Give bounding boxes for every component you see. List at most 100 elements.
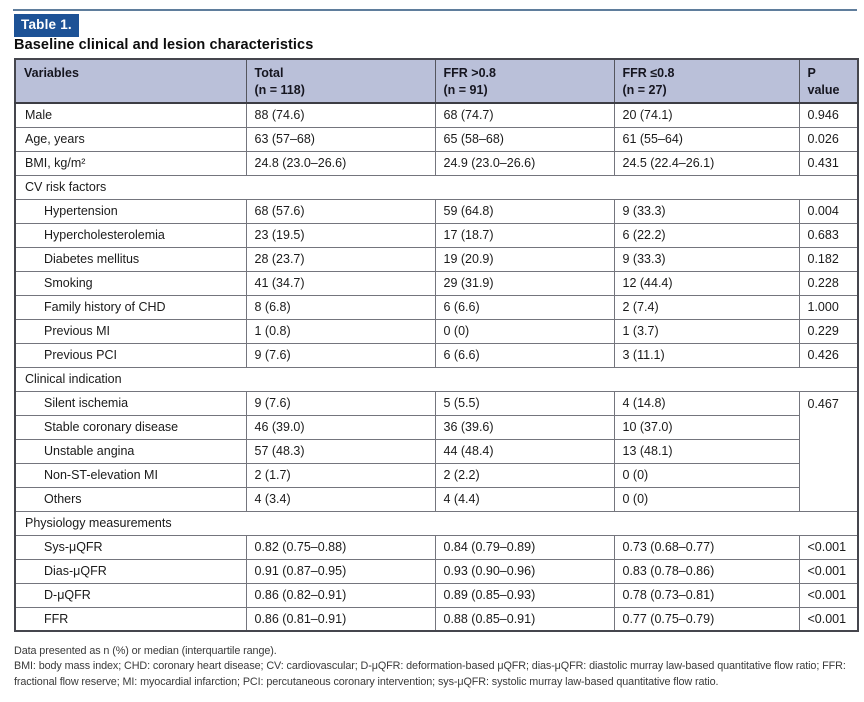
cell-value: 19 (20.9) bbox=[434, 246, 615, 272]
column-header-label: Variables bbox=[24, 66, 79, 80]
cell-value: 2 (1.7) bbox=[245, 462, 436, 488]
p-value-cell: 0.182 bbox=[798, 246, 859, 272]
cell-value: 1 (0.8) bbox=[245, 318, 436, 344]
table-row: Sys-μQFR 0.82 (0.75–0.88) 0.84 (0.79–0.89)… bbox=[14, 534, 859, 560]
section-row: Physiology measurements bbox=[14, 510, 859, 536]
table-row: D-μQFR 0.86 (0.82–0.91) 0.89 (0.85–0.93) 0.… bbox=[14, 582, 859, 608]
cell-value: 46 (39.0) bbox=[245, 414, 436, 440]
footnote-abbreviations: BMI: body mass index; CHD: coronary hear… bbox=[14, 660, 846, 688]
p-value-cell: 0.946 bbox=[798, 102, 859, 128]
cell-value: 68 (57.6) bbox=[245, 198, 436, 224]
row-label: Hypercholesterolemia bbox=[14, 222, 247, 248]
characteristics-table: Variables Total (n = 118) FFR >0.8 (n = 91) F… bbox=[14, 58, 859, 632]
cell-value: 9 (33.3) bbox=[613, 198, 800, 224]
cell-value: 12 (44.4) bbox=[613, 270, 800, 296]
cell-value: 0.78 (0.73–0.81) bbox=[613, 582, 800, 608]
column-header-n: (n = 27) bbox=[622, 82, 667, 97]
cell-value: 0.84 (0.79–0.89) bbox=[434, 534, 615, 560]
table-row: Smoking 41 (34.7) 29 (31.9) 12 (44.4) 0.228 bbox=[14, 270, 859, 296]
row-label: Hypertension bbox=[14, 198, 247, 224]
cell-value: 0.86 (0.81–0.91) bbox=[245, 606, 436, 632]
p-value-cell: <0.001 bbox=[798, 558, 859, 584]
cell-value: 59 (64.8) bbox=[434, 198, 615, 224]
cell-value: 65 (58–68) bbox=[434, 126, 615, 152]
row-label: Non-ST-elevation MI bbox=[14, 462, 247, 488]
cell-value: 0.89 (0.85–0.93) bbox=[434, 582, 615, 608]
row-label: BMI, kg/m² bbox=[14, 150, 247, 176]
header-row: Variables Total (n = 118) FFR >0.8 (n = 91) F… bbox=[14, 58, 859, 104]
table-title: Baseline clinical and lesion characteris… bbox=[14, 37, 314, 53]
column-header-4: P value bbox=[798, 58, 859, 104]
cell-value: 2 (7.4) bbox=[613, 294, 800, 320]
cell-value: 6 (22.2) bbox=[613, 222, 800, 248]
table-row: Hypertension 68 (57.6) 59 (64.8) 9 (33.3) 0.… bbox=[14, 198, 859, 224]
cell-value: 17 (18.7) bbox=[434, 222, 615, 248]
cell-value: 9 (7.6) bbox=[245, 342, 436, 368]
table-label-badge: Table 1. bbox=[14, 14, 79, 37]
cell-value: 0.73 (0.68–0.77) bbox=[613, 534, 800, 560]
column-header-label: FFR ≤0.8 bbox=[622, 66, 675, 80]
footnotes: Data presented as n (%) or median (inter… bbox=[14, 644, 857, 690]
table-header: Variables Total (n = 118) FFR >0.8 (n = 91) F… bbox=[14, 58, 859, 104]
table-row: Silent ischemia 9 (7.6) 5 (5.5) 4 (14.8) 0.4… bbox=[14, 390, 859, 512]
column-header-n: (n = 91) bbox=[443, 82, 488, 97]
cell-value: 23 (19.5) bbox=[245, 222, 436, 248]
p-value-cell: 0.467 bbox=[798, 390, 859, 512]
cell-value: 0.86 (0.82–0.91) bbox=[245, 582, 436, 608]
p-value-cell: 0.431 bbox=[798, 150, 859, 176]
p-value-cell: 0.228 bbox=[798, 270, 859, 296]
cell-value: 4 (4.4) bbox=[434, 486, 615, 512]
p-value-cell: 0.026 bbox=[798, 126, 859, 152]
table-row: Diabetes mellitus 28 (23.7) 19 (20.9) 9 (33… bbox=[14, 246, 859, 272]
row-label: Age, years bbox=[14, 126, 247, 152]
section-label: Physiology measurements bbox=[14, 510, 859, 536]
footnote-data-note: Data presented as n (%) or median (inter… bbox=[14, 645, 277, 657]
section-label: CV risk factors bbox=[14, 174, 859, 200]
table-label: Table 1. bbox=[21, 17, 72, 32]
cell-value: 0.82 (0.75–0.88) bbox=[245, 534, 436, 560]
table-row: FFR 0.86 (0.81–0.91) 0.88 (0.85–0.91) 0.77 … bbox=[14, 606, 859, 632]
column-header-0: Variables bbox=[14, 58, 247, 104]
p-value-cell: 0.004 bbox=[798, 198, 859, 224]
cell-value: 4 (3.4) bbox=[245, 486, 436, 512]
row-label: Previous PCI bbox=[14, 342, 247, 368]
table-row: Male 88 (74.6) 68 (74.7) 20 (74.1) 0.946 bbox=[14, 102, 859, 128]
row-label: Family history of CHD bbox=[14, 294, 247, 320]
cell-value: 8 (6.8) bbox=[245, 294, 436, 320]
cell-value: 63 (57–68) bbox=[245, 126, 436, 152]
table-row: Dias-μQFR 0.91 (0.87–0.95) 0.93 (0.90–0.96… bbox=[14, 558, 859, 584]
cell-value: 4 (14.8) bbox=[613, 390, 800, 416]
top-rule bbox=[13, 9, 857, 11]
table-row: Others 4 (3.4) 4 (4.4) 0 (0) bbox=[14, 486, 858, 512]
cell-value: 28 (23.7) bbox=[245, 246, 436, 272]
row-label: Diabetes mellitus bbox=[14, 246, 247, 272]
row-label: Sys-μQFR bbox=[14, 534, 247, 560]
cell-value: 10 (37.0) bbox=[613, 414, 800, 440]
row-label: Silent ischemia bbox=[14, 390, 247, 416]
row-label: Smoking bbox=[14, 270, 247, 296]
column-header-1: Total (n = 118) bbox=[245, 58, 436, 104]
p-value-cell: <0.001 bbox=[798, 606, 859, 632]
table-row: Hypercholesterolemia 23 (19.5) 17 (18.7) 6 … bbox=[14, 222, 859, 248]
column-header-label: FFR >0.8 bbox=[443, 66, 496, 80]
p-value-cell: <0.001 bbox=[798, 582, 859, 608]
section-label: Clinical indication bbox=[14, 366, 859, 392]
cell-value: 6 (6.6) bbox=[434, 342, 615, 368]
row-label: Dias-μQFR bbox=[14, 558, 247, 584]
section-row: CV risk factors bbox=[14, 174, 859, 200]
p-value-cell: 0.683 bbox=[798, 222, 859, 248]
cell-value: 20 (74.1) bbox=[613, 102, 800, 128]
cell-value: 0.83 (0.78–0.86) bbox=[613, 558, 800, 584]
cell-value: 5 (5.5) bbox=[434, 390, 615, 416]
table-row: Family history of CHD 8 (6.8) 6 (6.6) 2 (7.… bbox=[14, 294, 859, 320]
cell-value: 9 (33.3) bbox=[613, 246, 800, 272]
cell-value: 0 (0) bbox=[613, 486, 800, 512]
table-row: BMI, kg/m² 24.8 (23.0–26.6) 24.9 (23.0–26.… bbox=[14, 150, 859, 176]
row-label: Others bbox=[14, 486, 247, 512]
cell-value: 61 (55–64) bbox=[613, 126, 800, 152]
row-label: Previous MI bbox=[14, 318, 247, 344]
p-value-cell: <0.001 bbox=[798, 534, 859, 560]
cell-value: 24.9 (23.0–26.6) bbox=[434, 150, 615, 176]
column-header-n: (n = 118) bbox=[254, 82, 305, 97]
cell-value: 6 (6.6) bbox=[434, 294, 615, 320]
